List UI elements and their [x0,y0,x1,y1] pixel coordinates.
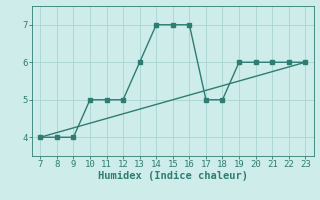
X-axis label: Humidex (Indice chaleur): Humidex (Indice chaleur) [98,171,248,181]
